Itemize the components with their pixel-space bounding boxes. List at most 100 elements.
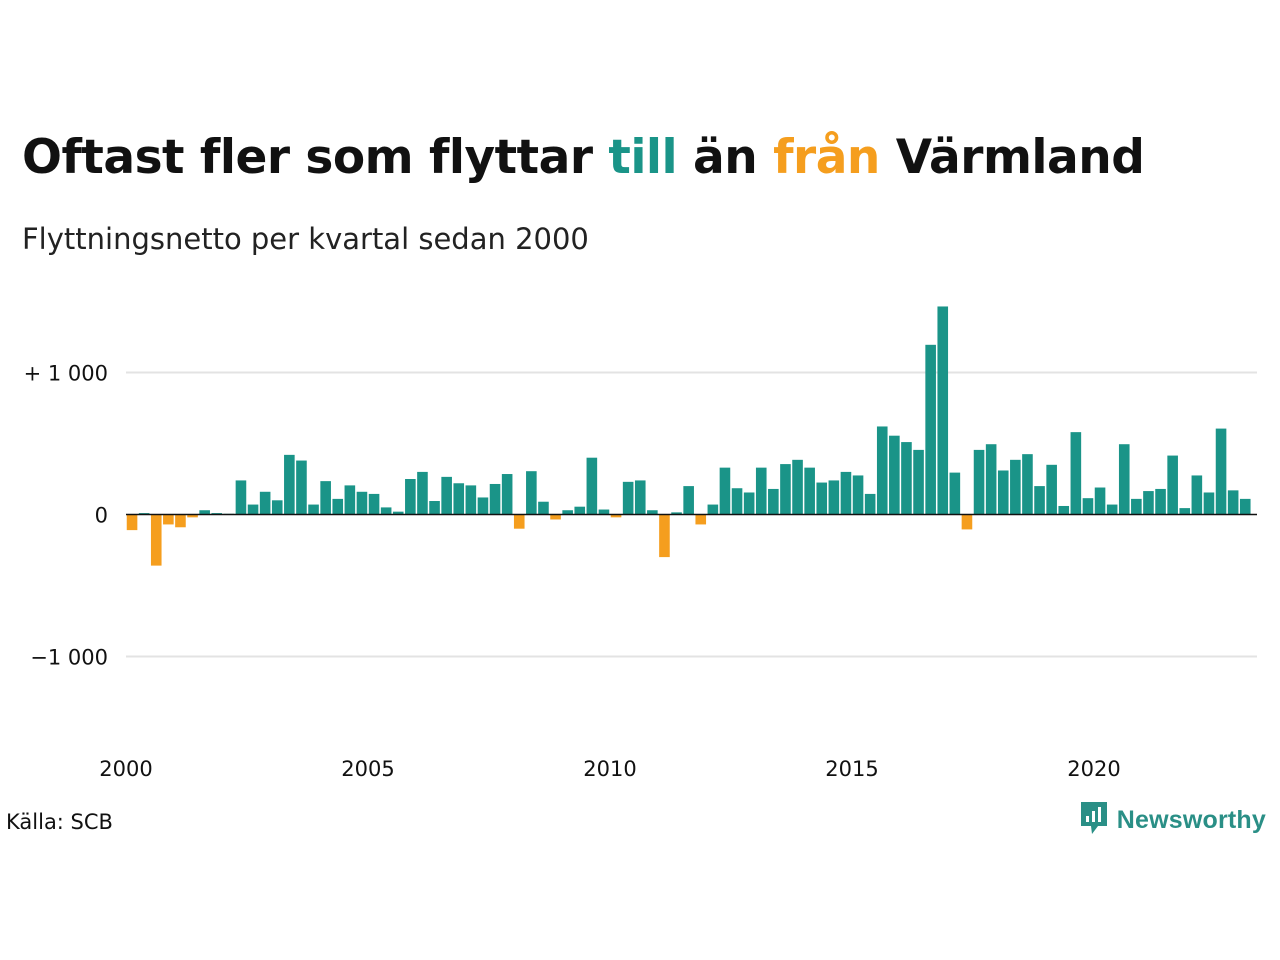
bar-negative — [150, 514, 162, 566]
y-tick-label: 0 — [95, 504, 108, 528]
chart-title: Oftast fler som flyttar till än från Vär… — [22, 130, 1145, 185]
bar-positive — [574, 506, 586, 515]
bar-positive — [622, 481, 634, 515]
bar-positive — [1046, 464, 1057, 515]
bar-positive — [368, 493, 380, 515]
bar-positive — [937, 306, 949, 515]
bar-positive — [344, 485, 356, 515]
bar-positive — [1131, 498, 1142, 515]
bar-negative — [695, 514, 707, 525]
bar-positive — [526, 471, 537, 515]
bar-positive — [1203, 492, 1215, 515]
bar-positive — [671, 512, 682, 515]
bars — [126, 306, 1251, 566]
bar-positive — [864, 493, 876, 515]
bar-positive — [852, 475, 864, 515]
bar-positive — [247, 504, 259, 515]
bar-positive — [1070, 432, 1082, 515]
bar-positive — [683, 486, 694, 515]
grid-lines — [126, 371, 1257, 658]
newsworthy-logo-icon — [1079, 800, 1109, 840]
bar-positive — [1094, 487, 1106, 515]
bar-positive — [586, 457, 598, 515]
bar-positive — [1215, 428, 1227, 515]
bar-positive — [901, 442, 912, 515]
bar-positive — [1082, 498, 1094, 515]
bar-positive — [380, 507, 392, 515]
bar-positive — [889, 435, 900, 515]
bar-negative — [659, 514, 670, 558]
x-tick-label: 2005 — [341, 757, 394, 781]
bar-negative — [513, 514, 525, 529]
bar-positive — [1022, 454, 1033, 515]
bar-positive — [840, 471, 852, 515]
bar-positive — [1118, 444, 1130, 515]
x-tick-label: 2010 — [583, 757, 636, 781]
bar-positive — [562, 510, 573, 515]
bar-negative — [163, 514, 174, 525]
bar-positive — [755, 467, 767, 515]
bar-positive — [913, 449, 924, 515]
bar-positive — [501, 474, 513, 515]
bar-positive — [1143, 491, 1154, 515]
bar-positive — [199, 510, 210, 515]
bar-positive — [1010, 459, 1021, 515]
bar-negative — [961, 514, 973, 530]
bar-positive — [441, 476, 452, 515]
bar-positive — [1167, 455, 1178, 515]
bar-positive — [828, 480, 840, 515]
bar-positive — [816, 482, 828, 515]
bar-positive — [453, 483, 465, 515]
bar-positive — [804, 467, 815, 515]
bar-positive — [332, 498, 344, 515]
title-highlight-fran: från — [773, 130, 880, 185]
title-highlight-till: till — [608, 130, 678, 185]
bar-positive — [925, 344, 936, 515]
bar-positive — [1058, 505, 1070, 515]
bar-positive — [707, 504, 719, 515]
bar-positive — [985, 444, 997, 515]
bar-positive — [719, 467, 731, 515]
bar-positive — [876, 426, 888, 515]
y-tick-label: + 1 000 — [24, 362, 108, 386]
bar-positive — [1106, 504, 1118, 515]
brand-name: Newsworthy — [1116, 805, 1266, 834]
bar-positive — [1227, 490, 1239, 515]
bar-positive — [235, 480, 247, 515]
bar-positive — [743, 492, 755, 515]
chart-subtitle: Flyttningsnetto per kvartal sedan 2000 — [22, 222, 589, 256]
bar-positive — [949, 472, 961, 515]
bar-positive — [429, 501, 440, 515]
bar-positive — [792, 459, 803, 515]
bar-negative — [175, 514, 186, 528]
bar-positive — [731, 488, 743, 515]
bar-positive — [973, 449, 985, 515]
bar-positive — [477, 497, 489, 515]
bar-positive — [296, 460, 307, 515]
y-tick-labels: + 1 000 0 −1 000 — [24, 362, 108, 670]
x-tick-label: 2000 — [99, 757, 152, 781]
bar-negative — [550, 514, 561, 520]
bar-positive — [489, 483, 501, 515]
bar-positive — [405, 479, 416, 515]
brand-logo[interactable]: Newsworthy — [1079, 800, 1266, 840]
title-part-3: Värmland — [879, 130, 1145, 185]
bar-positive — [356, 491, 368, 515]
x-tick-labels: 2000 2005 2010 2015 2020 — [99, 757, 1120, 781]
bar-negative — [126, 514, 138, 531]
bar-positive — [284, 454, 295, 515]
bar-negative — [610, 514, 622, 518]
bar-positive — [392, 511, 404, 515]
bar-positive — [538, 501, 549, 515]
bar-positive — [768, 488, 779, 515]
x-tick-label: 2015 — [825, 757, 878, 781]
bar-positive — [634, 480, 646, 515]
bar-positive — [1155, 488, 1166, 515]
title-part-1: Oftast fler som flyttar — [22, 130, 609, 185]
bar-positive — [320, 481, 331, 515]
bar-positive — [417, 471, 428, 515]
x-tick-label: 2020 — [1067, 757, 1120, 781]
bar-negative — [187, 514, 198, 518]
title-part-2: än — [677, 130, 774, 185]
bar-positive — [1239, 498, 1251, 515]
